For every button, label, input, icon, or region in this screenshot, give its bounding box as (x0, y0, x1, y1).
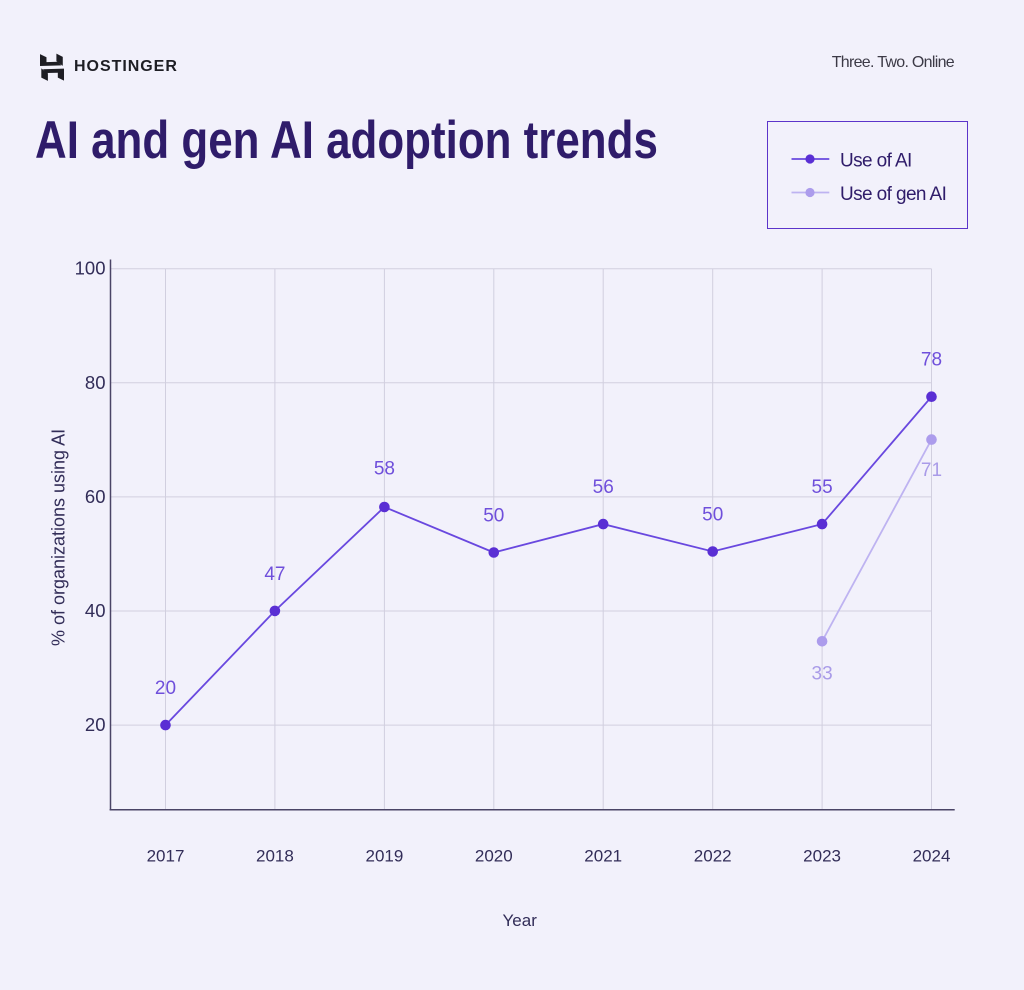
svg-text:% of organizations using AI: % of organizations using AI (49, 429, 69, 646)
svg-text:50: 50 (483, 506, 504, 527)
svg-text:58: 58 (374, 459, 395, 480)
svg-text:56: 56 (593, 477, 614, 498)
svg-text:60: 60 (85, 486, 106, 507)
svg-text:Use of AI: Use of AI (840, 150, 912, 171)
svg-text:47: 47 (264, 564, 285, 585)
svg-text:2017: 2017 (147, 847, 185, 866)
svg-text:2023: 2023 (803, 847, 841, 866)
svg-text:80: 80 (85, 372, 106, 393)
svg-text:33: 33 (812, 664, 833, 685)
svg-text:2021: 2021 (584, 847, 622, 866)
svg-text:20: 20 (85, 714, 106, 735)
svg-text:55: 55 (812, 477, 833, 498)
svg-text:Year: Year (503, 911, 538, 930)
svg-text:50: 50 (702, 505, 723, 526)
svg-text:78: 78 (921, 350, 942, 371)
svg-text:2020: 2020 (475, 847, 513, 866)
svg-text:40: 40 (85, 600, 106, 621)
svg-text:Use of gen AI: Use of gen AI (840, 184, 946, 205)
svg-text:71: 71 (921, 460, 942, 481)
svg-text:2018: 2018 (256, 847, 294, 866)
svg-text:2022: 2022 (694, 847, 732, 866)
svg-text:20: 20 (155, 678, 176, 699)
svg-text:2019: 2019 (365, 847, 403, 866)
svg-text:100: 100 (75, 258, 106, 279)
svg-text:2024: 2024 (913, 847, 951, 866)
